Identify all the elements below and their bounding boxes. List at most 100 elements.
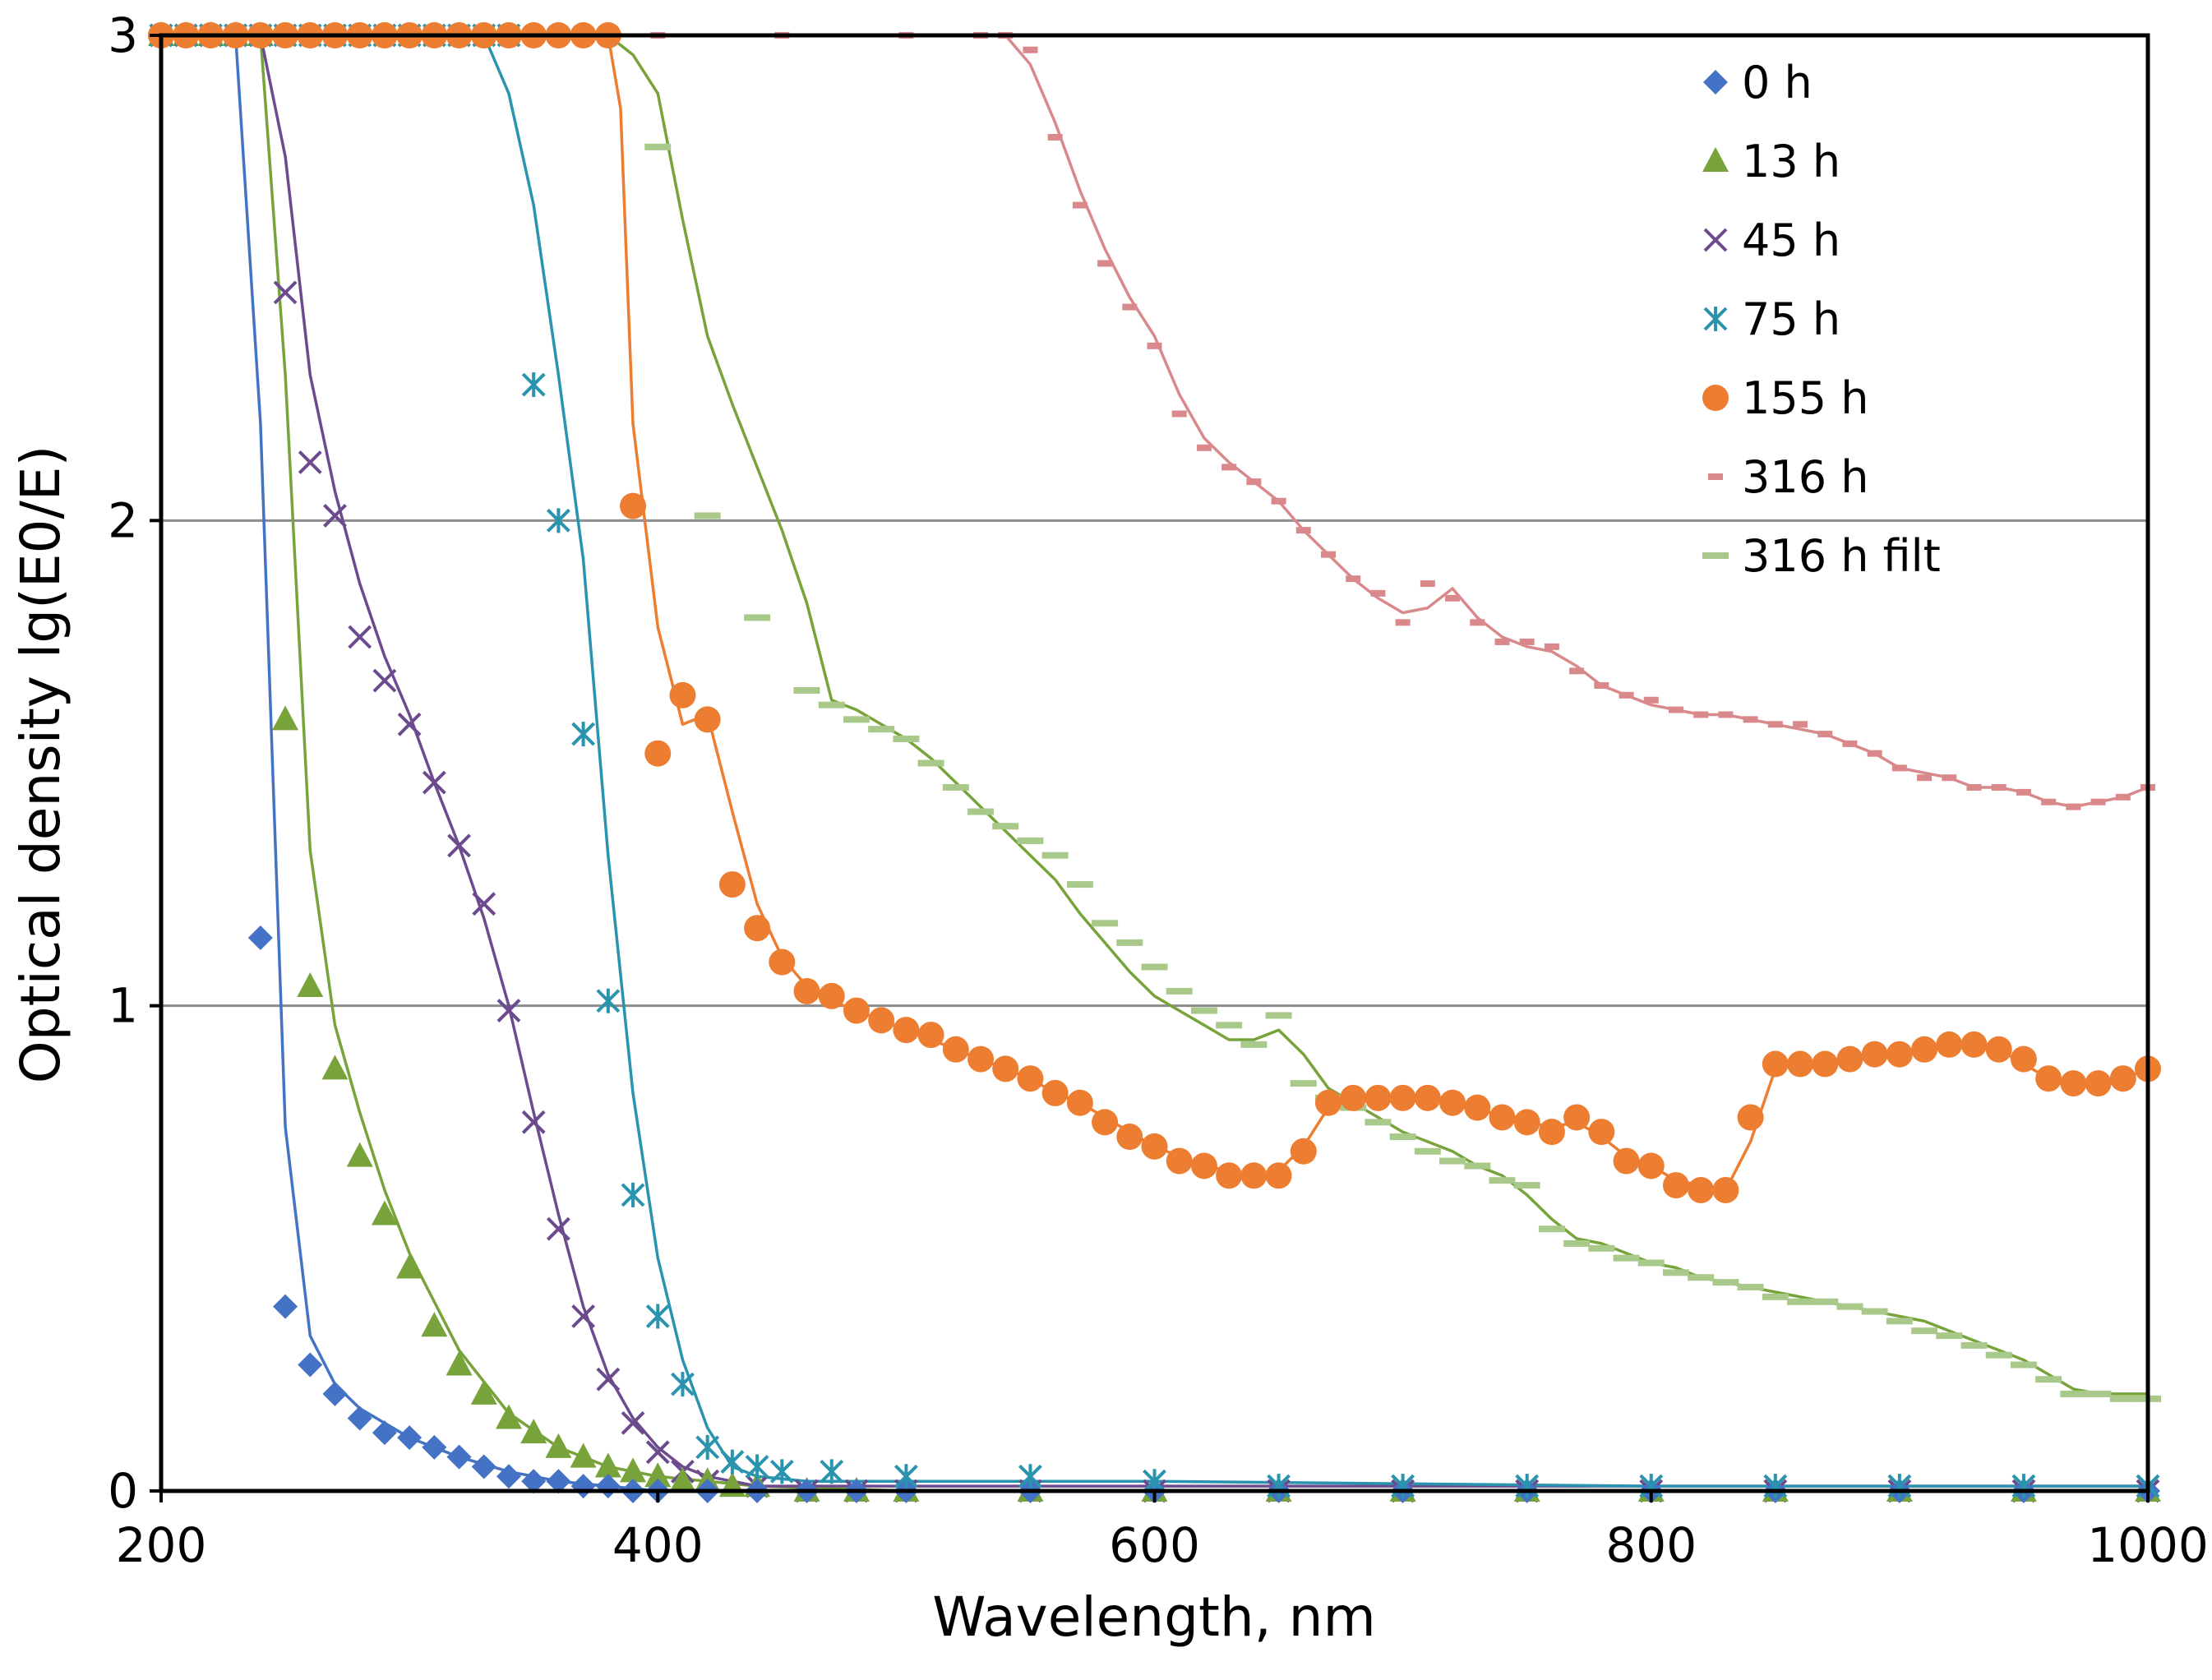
marker-45-h bbox=[521, 1110, 546, 1134]
marker-316-h-filt bbox=[1936, 1332, 1963, 1340]
marker-0-h bbox=[422, 1434, 447, 1460]
marker-316-h-filt bbox=[868, 726, 895, 733]
marker-45-h bbox=[546, 1216, 570, 1241]
marker-155-h bbox=[967, 1045, 995, 1073]
marker-316-h-filt bbox=[1513, 1182, 1540, 1189]
marker-316-h bbox=[1718, 711, 1734, 718]
marker-316-h-filt bbox=[1414, 1147, 1441, 1155]
marker-13-h bbox=[545, 1433, 572, 1458]
marker-316-h-filt bbox=[1017, 837, 1044, 844]
marker-155-h bbox=[2060, 1070, 2087, 1097]
marker-316-h-filt bbox=[1116, 939, 1143, 946]
x-tick-label: 600 bbox=[1109, 1517, 1200, 1573]
legend-label: 75 h bbox=[1742, 293, 1840, 345]
marker-155-h bbox=[1340, 1084, 1367, 1111]
marker-155-h bbox=[1365, 1084, 1392, 1111]
marker-155-h bbox=[1985, 1036, 2012, 1063]
marker-155-h bbox=[1489, 1104, 1516, 1131]
marker-155-h bbox=[1588, 1119, 1615, 1146]
legend-marker-316-h-filt bbox=[1702, 552, 1729, 559]
marker-155-h bbox=[1092, 1109, 1119, 1136]
marker-75-h bbox=[1391, 1474, 1415, 1499]
marker-316-h bbox=[1196, 444, 1212, 451]
marker-316-h-filt bbox=[644, 143, 672, 150]
marker-316-h bbox=[1221, 464, 1237, 471]
marker-316-h bbox=[1023, 46, 1038, 53]
marker-316-h-filt bbox=[1265, 1012, 1292, 1019]
marker-316-h bbox=[1346, 575, 1361, 583]
x-tick-label: 200 bbox=[116, 1517, 207, 1573]
marker-316-h-filt bbox=[1563, 1239, 1591, 1247]
marker-316-h bbox=[1047, 133, 1063, 141]
marker-75-h bbox=[745, 1454, 769, 1479]
marker-0-h bbox=[298, 1352, 323, 1378]
marker-155-h bbox=[2109, 1065, 2136, 1092]
marker-155-h bbox=[1911, 1036, 1938, 1063]
marker-316-h bbox=[2041, 798, 2057, 805]
marker-0-h bbox=[322, 1381, 348, 1406]
axis-ticks: 0 1 2 3 200 400 600 800 1000 bbox=[108, 7, 2209, 1573]
marker-75-h bbox=[2011, 1474, 2036, 1499]
marker-316-h-filt bbox=[1538, 1225, 1565, 1233]
marker-155-h bbox=[669, 681, 696, 708]
marker-316-h bbox=[1420, 580, 1435, 588]
marker-316-h bbox=[1445, 594, 1461, 602]
marker-155-h bbox=[2010, 1045, 2037, 1073]
marker-316-h bbox=[1271, 497, 1286, 505]
marker-316-h bbox=[2090, 798, 2106, 805]
marker-316-h bbox=[1569, 667, 1585, 675]
marker-75-h bbox=[1515, 1474, 1540, 1499]
marker-0-h bbox=[397, 1425, 423, 1451]
marker-316-h-filt bbox=[1812, 1298, 1839, 1305]
marker-75-h bbox=[596, 988, 621, 1013]
marker-155-h bbox=[744, 915, 771, 942]
marker-316-h-filt bbox=[1836, 1303, 1863, 1310]
marker-75-h bbox=[645, 1304, 670, 1329]
marker-155-h bbox=[620, 492, 647, 519]
marker-316-h bbox=[1072, 201, 1088, 209]
marker-155-h bbox=[1414, 1084, 1441, 1111]
marker-75-h bbox=[546, 508, 570, 533]
marker-155-h bbox=[1240, 1162, 1268, 1189]
x-axis-title: Wavelength, nm bbox=[932, 1585, 1376, 1649]
marker-75-h bbox=[695, 1434, 720, 1460]
marker-0-h bbox=[247, 925, 273, 951]
y-axis-title: Optical density lg(E0/E) bbox=[9, 445, 72, 1083]
marker-75-h bbox=[521, 372, 546, 398]
marker-45-h bbox=[422, 770, 446, 795]
marker-316-h bbox=[1519, 638, 1535, 645]
marker-316-h-filt bbox=[1861, 1308, 1888, 1315]
marker-45-h bbox=[596, 1367, 621, 1392]
marker-155-h bbox=[1886, 1041, 1913, 1068]
marker-316-h-filt bbox=[2060, 1390, 2087, 1397]
marker-316-h bbox=[1122, 303, 1138, 311]
marker-0-h bbox=[347, 1405, 372, 1431]
marker-155-h bbox=[1513, 1109, 1540, 1136]
marker-155-h bbox=[1116, 1124, 1143, 1151]
marker-155-h bbox=[1464, 1094, 1491, 1121]
marker-155-h bbox=[1762, 1050, 1789, 1078]
marker-316-h-filt bbox=[1637, 1259, 1665, 1267]
marker-155-h bbox=[1216, 1162, 1243, 1189]
marker-316-h bbox=[1097, 260, 1113, 267]
marker-316-h bbox=[1991, 784, 2007, 792]
legend: 0 h 13 h 45 h 75 h 155 h 316 h 316 h filt bbox=[1702, 57, 1941, 582]
marker-316-h-filt bbox=[1290, 1080, 1317, 1087]
marker-155-h bbox=[843, 997, 870, 1024]
marker-316-h bbox=[1295, 527, 1311, 534]
marker-13-h bbox=[371, 1200, 398, 1225]
marker-316-h-filt bbox=[893, 735, 920, 742]
marker-75-h bbox=[769, 1459, 794, 1484]
marker-316-h-filt bbox=[1787, 1298, 1814, 1305]
marker-45-h bbox=[372, 668, 397, 693]
marker-155-h bbox=[1017, 1065, 1044, 1092]
marker-316-h bbox=[1891, 764, 1907, 772]
marker-155-h bbox=[1936, 1031, 1963, 1058]
marker-316-h bbox=[1470, 619, 1485, 626]
gridlines bbox=[161, 519, 2148, 1008]
marker-155-h bbox=[868, 1007, 895, 1034]
marker-316-h-filt bbox=[1439, 1157, 1466, 1165]
marker-45-h bbox=[273, 280, 298, 305]
marker-155-h bbox=[1737, 1104, 1764, 1131]
marker-316-h-filt bbox=[1588, 1244, 1615, 1252]
